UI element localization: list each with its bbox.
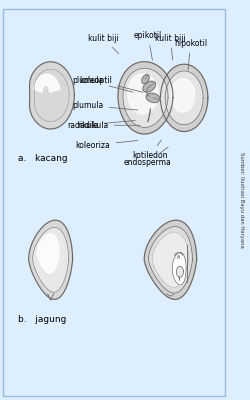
Text: Sumber: Ilustrasi Bayu dan Haryana: Sumber: Ilustrasi Bayu dan Haryana xyxy=(238,152,243,248)
Polygon shape xyxy=(34,74,60,92)
Text: kulit biji: kulit biji xyxy=(87,34,118,54)
Polygon shape xyxy=(32,227,68,292)
Text: koleoptil: koleoptil xyxy=(79,76,142,92)
Polygon shape xyxy=(142,81,155,92)
Text: koleoriza: koleoriza xyxy=(75,140,137,150)
Polygon shape xyxy=(170,78,194,112)
Text: endosperma: endosperma xyxy=(124,147,171,167)
Polygon shape xyxy=(176,266,183,277)
Text: kulit biji: kulit biji xyxy=(154,34,185,60)
Text: plumula: plumula xyxy=(72,76,132,92)
Polygon shape xyxy=(160,64,207,132)
Text: radikula: radikula xyxy=(77,121,140,130)
Text: a.   kacang: a. kacang xyxy=(18,154,68,163)
Polygon shape xyxy=(172,252,185,285)
Polygon shape xyxy=(122,68,167,128)
Polygon shape xyxy=(144,220,196,299)
Polygon shape xyxy=(152,232,188,288)
Polygon shape xyxy=(141,75,148,84)
Text: b.   jagung: b. jagung xyxy=(18,315,66,324)
Polygon shape xyxy=(30,62,74,129)
Text: radikula: radikula xyxy=(67,120,135,130)
Text: epikotil: epikotil xyxy=(133,31,162,60)
Polygon shape xyxy=(127,74,158,114)
Polygon shape xyxy=(146,93,159,102)
Polygon shape xyxy=(28,220,72,299)
Polygon shape xyxy=(37,234,59,273)
Text: kotiledon: kotiledon xyxy=(132,140,168,160)
Polygon shape xyxy=(118,62,172,134)
Text: hipokotil: hipokotil xyxy=(173,38,206,70)
Polygon shape xyxy=(148,226,192,293)
Text: plumula: plumula xyxy=(72,101,137,110)
Polygon shape xyxy=(164,71,202,125)
